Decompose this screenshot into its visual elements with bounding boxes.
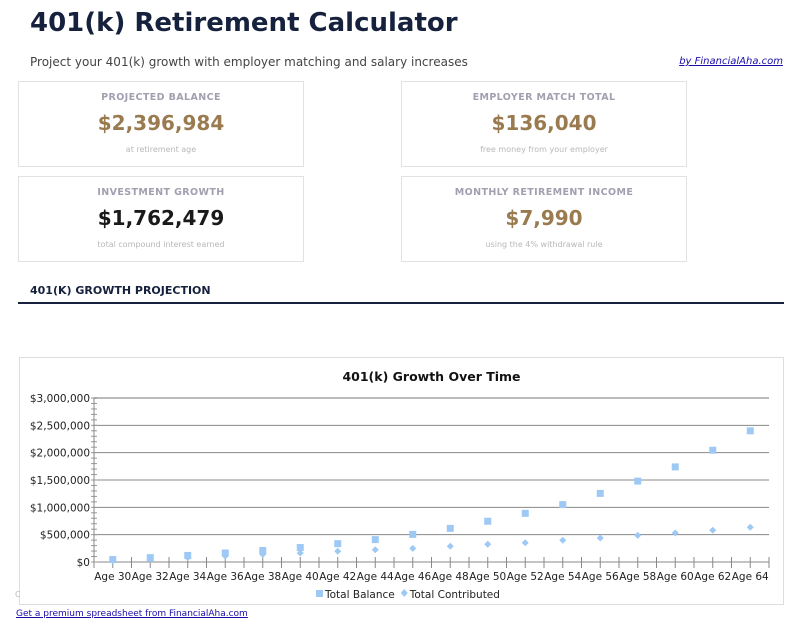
card-investment-growth: INVESTMENT GROWTH $1,762,479 total compo… bbox=[18, 176, 304, 262]
card-label: EMPLOYER MATCH TOTAL bbox=[472, 92, 616, 103]
x-tick-label: Age 50 bbox=[469, 571, 506, 583]
contributed-point bbox=[634, 531, 642, 539]
contributed-point bbox=[184, 554, 192, 562]
x-tick-label: Age 54 bbox=[544, 571, 581, 583]
balance-point bbox=[709, 446, 717, 454]
card-note: total compound interest earned bbox=[97, 240, 225, 249]
balance-point bbox=[371, 536, 379, 544]
x-tick-label: Age 46 bbox=[394, 571, 431, 583]
contributed-point bbox=[521, 539, 529, 547]
x-tick-label: Age 42 bbox=[319, 571, 356, 583]
contributed-point bbox=[371, 546, 379, 554]
x-tick-label: Age 48 bbox=[432, 571, 469, 583]
byline-link[interactable]: by FinancialAha.com bbox=[679, 56, 783, 67]
card-projected-balance: PROJECTED BALANCE $2,396,984 at retireme… bbox=[18, 81, 304, 167]
x-tick-label: Age 30 bbox=[94, 571, 131, 583]
contributed-point bbox=[259, 550, 267, 558]
stray-text: C bbox=[15, 590, 21, 599]
contributed-point bbox=[146, 555, 154, 563]
contributed-point bbox=[671, 529, 679, 537]
legend-square-icon bbox=[316, 590, 323, 597]
contributed-point bbox=[446, 542, 454, 550]
contributed-point bbox=[334, 547, 342, 555]
balance-point bbox=[634, 477, 642, 485]
balance-point bbox=[484, 517, 492, 525]
contributed-point bbox=[109, 557, 117, 565]
y-tick-label: $1,500,000 bbox=[30, 475, 90, 487]
x-tick-label: Age 40 bbox=[282, 571, 319, 583]
card-label: PROJECTED BALANCE bbox=[101, 92, 221, 103]
x-tick-label: Age 32 bbox=[132, 571, 169, 583]
contributed-point bbox=[221, 552, 229, 560]
y-tick-label: $2,000,000 bbox=[30, 448, 90, 460]
legend-label: Total Contributed bbox=[409, 589, 500, 601]
card-value: $136,040 bbox=[491, 111, 597, 135]
card-value: $1,762,479 bbox=[97, 206, 225, 230]
legend-diamond-icon bbox=[400, 589, 408, 597]
x-tick-label: Age 52 bbox=[507, 571, 544, 583]
balance-point bbox=[559, 501, 567, 509]
contributed-point bbox=[484, 540, 492, 548]
section-divider bbox=[18, 302, 784, 304]
x-tick-label: Age 38 bbox=[244, 571, 281, 583]
contributed-point bbox=[409, 544, 417, 552]
y-tick-label: $2,500,000 bbox=[30, 420, 90, 432]
x-tick-label: Age 62 bbox=[694, 571, 731, 583]
contributed-point bbox=[296, 549, 304, 557]
chart-title: 401(k) Growth Over Time bbox=[342, 369, 520, 384]
premium-spreadsheet-link[interactable]: Get a premium spreadsheet from Financial… bbox=[16, 609, 248, 619]
contributed-point bbox=[746, 523, 754, 531]
y-tick-label: $0 bbox=[77, 557, 90, 569]
x-tick-label: Age 56 bbox=[582, 571, 619, 583]
balance-point bbox=[596, 489, 604, 497]
x-tick-label: Age 64 bbox=[732, 571, 769, 583]
page-title: 401(k) Retirement Calculator bbox=[30, 8, 458, 38]
contributed-point bbox=[709, 526, 717, 534]
balance-point bbox=[671, 463, 679, 471]
x-tick-label: Age 36 bbox=[207, 571, 244, 583]
x-tick-label: Age 44 bbox=[357, 571, 394, 583]
balance-point bbox=[521, 509, 529, 517]
growth-chart: 401(k) Growth Over Time $0 $500,000 $1,000,… bbox=[30, 369, 770, 601]
card-note: using the 4% withdrawal rule bbox=[485, 240, 603, 249]
card-value: $7,990 bbox=[505, 206, 583, 230]
y-tick-label: $3,000,000 bbox=[30, 393, 90, 405]
y-tick-label: $500,000 bbox=[40, 530, 90, 542]
contributed-point bbox=[559, 536, 567, 544]
legend-label: Total Balance bbox=[324, 589, 395, 601]
card-label: MONTHLY RETIREMENT INCOME bbox=[454, 187, 634, 198]
card-monthly-income: MONTHLY RETIREMENT INCOME $7,990 using t… bbox=[401, 176, 687, 262]
card-value: $2,396,984 bbox=[97, 111, 225, 135]
balance-point bbox=[746, 427, 754, 435]
balance-point bbox=[409, 530, 417, 538]
contributed-point bbox=[596, 534, 604, 542]
card-note: free money from your employer bbox=[480, 145, 608, 154]
x-tick-label: Age 34 bbox=[169, 571, 206, 583]
card-employer-match: EMPLOYER MATCH TOTAL $136,040 free money… bbox=[401, 81, 687, 167]
x-tick-label: Age 58 bbox=[619, 571, 656, 583]
section-title: 401(K) GROWTH PROJECTION bbox=[30, 284, 211, 297]
balance-point bbox=[446, 524, 454, 532]
balance-point bbox=[334, 540, 342, 548]
page-subtitle: Project your 401(k) growth with employer… bbox=[30, 55, 468, 69]
card-note: at retirement age bbox=[125, 145, 197, 154]
balance-point bbox=[259, 547, 267, 555]
x-tick-label: Age 60 bbox=[657, 571, 694, 583]
y-tick-label: $1,000,000 bbox=[30, 502, 90, 514]
chart-container: 401(k) Growth Over Time $0 $500,000 $1,000,… bbox=[19, 357, 784, 605]
card-label: INVESTMENT GROWTH bbox=[97, 187, 225, 198]
balance-point bbox=[296, 544, 304, 552]
